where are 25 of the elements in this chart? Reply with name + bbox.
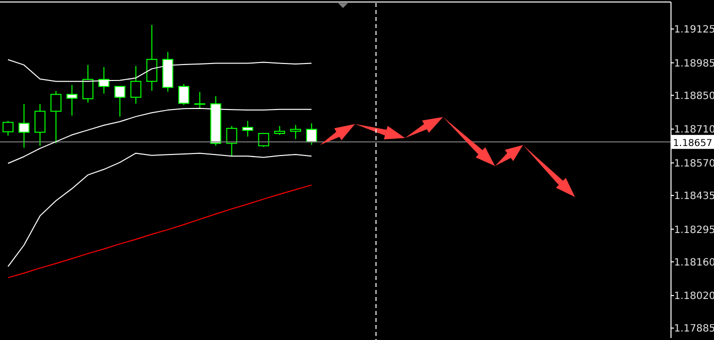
candlestick (146, 24, 158, 92)
candlestick (178, 84, 190, 106)
y-tick-label: 1.17885 (674, 324, 714, 335)
y-tick-label: 1.18985 (674, 58, 714, 70)
line-series (7, 184, 312, 278)
candlestick (242, 120, 254, 138)
candlestick (290, 124, 302, 140)
y-tick-label: 1.18435 (674, 190, 714, 202)
candlestick (130, 65, 142, 104)
candlestick (114, 86, 126, 118)
line-series (7, 108, 312, 164)
candlestick (50, 90, 62, 144)
candlestick (34, 104, 46, 146)
candlestick (66, 84, 78, 116)
candlestick (82, 64, 94, 104)
candlestick (226, 125, 238, 157)
y-tick-label: 1.19125 (674, 24, 714, 36)
y-tick-label: 1.18295 (674, 224, 714, 236)
candlestick (194, 91, 206, 109)
candlestick (2, 120, 14, 136)
line-series (7, 152, 312, 268)
ref-line-label: 1.18657 (673, 138, 712, 149)
candlestick (18, 104, 30, 148)
candlestick (258, 132, 270, 148)
candlestick (306, 122, 318, 146)
